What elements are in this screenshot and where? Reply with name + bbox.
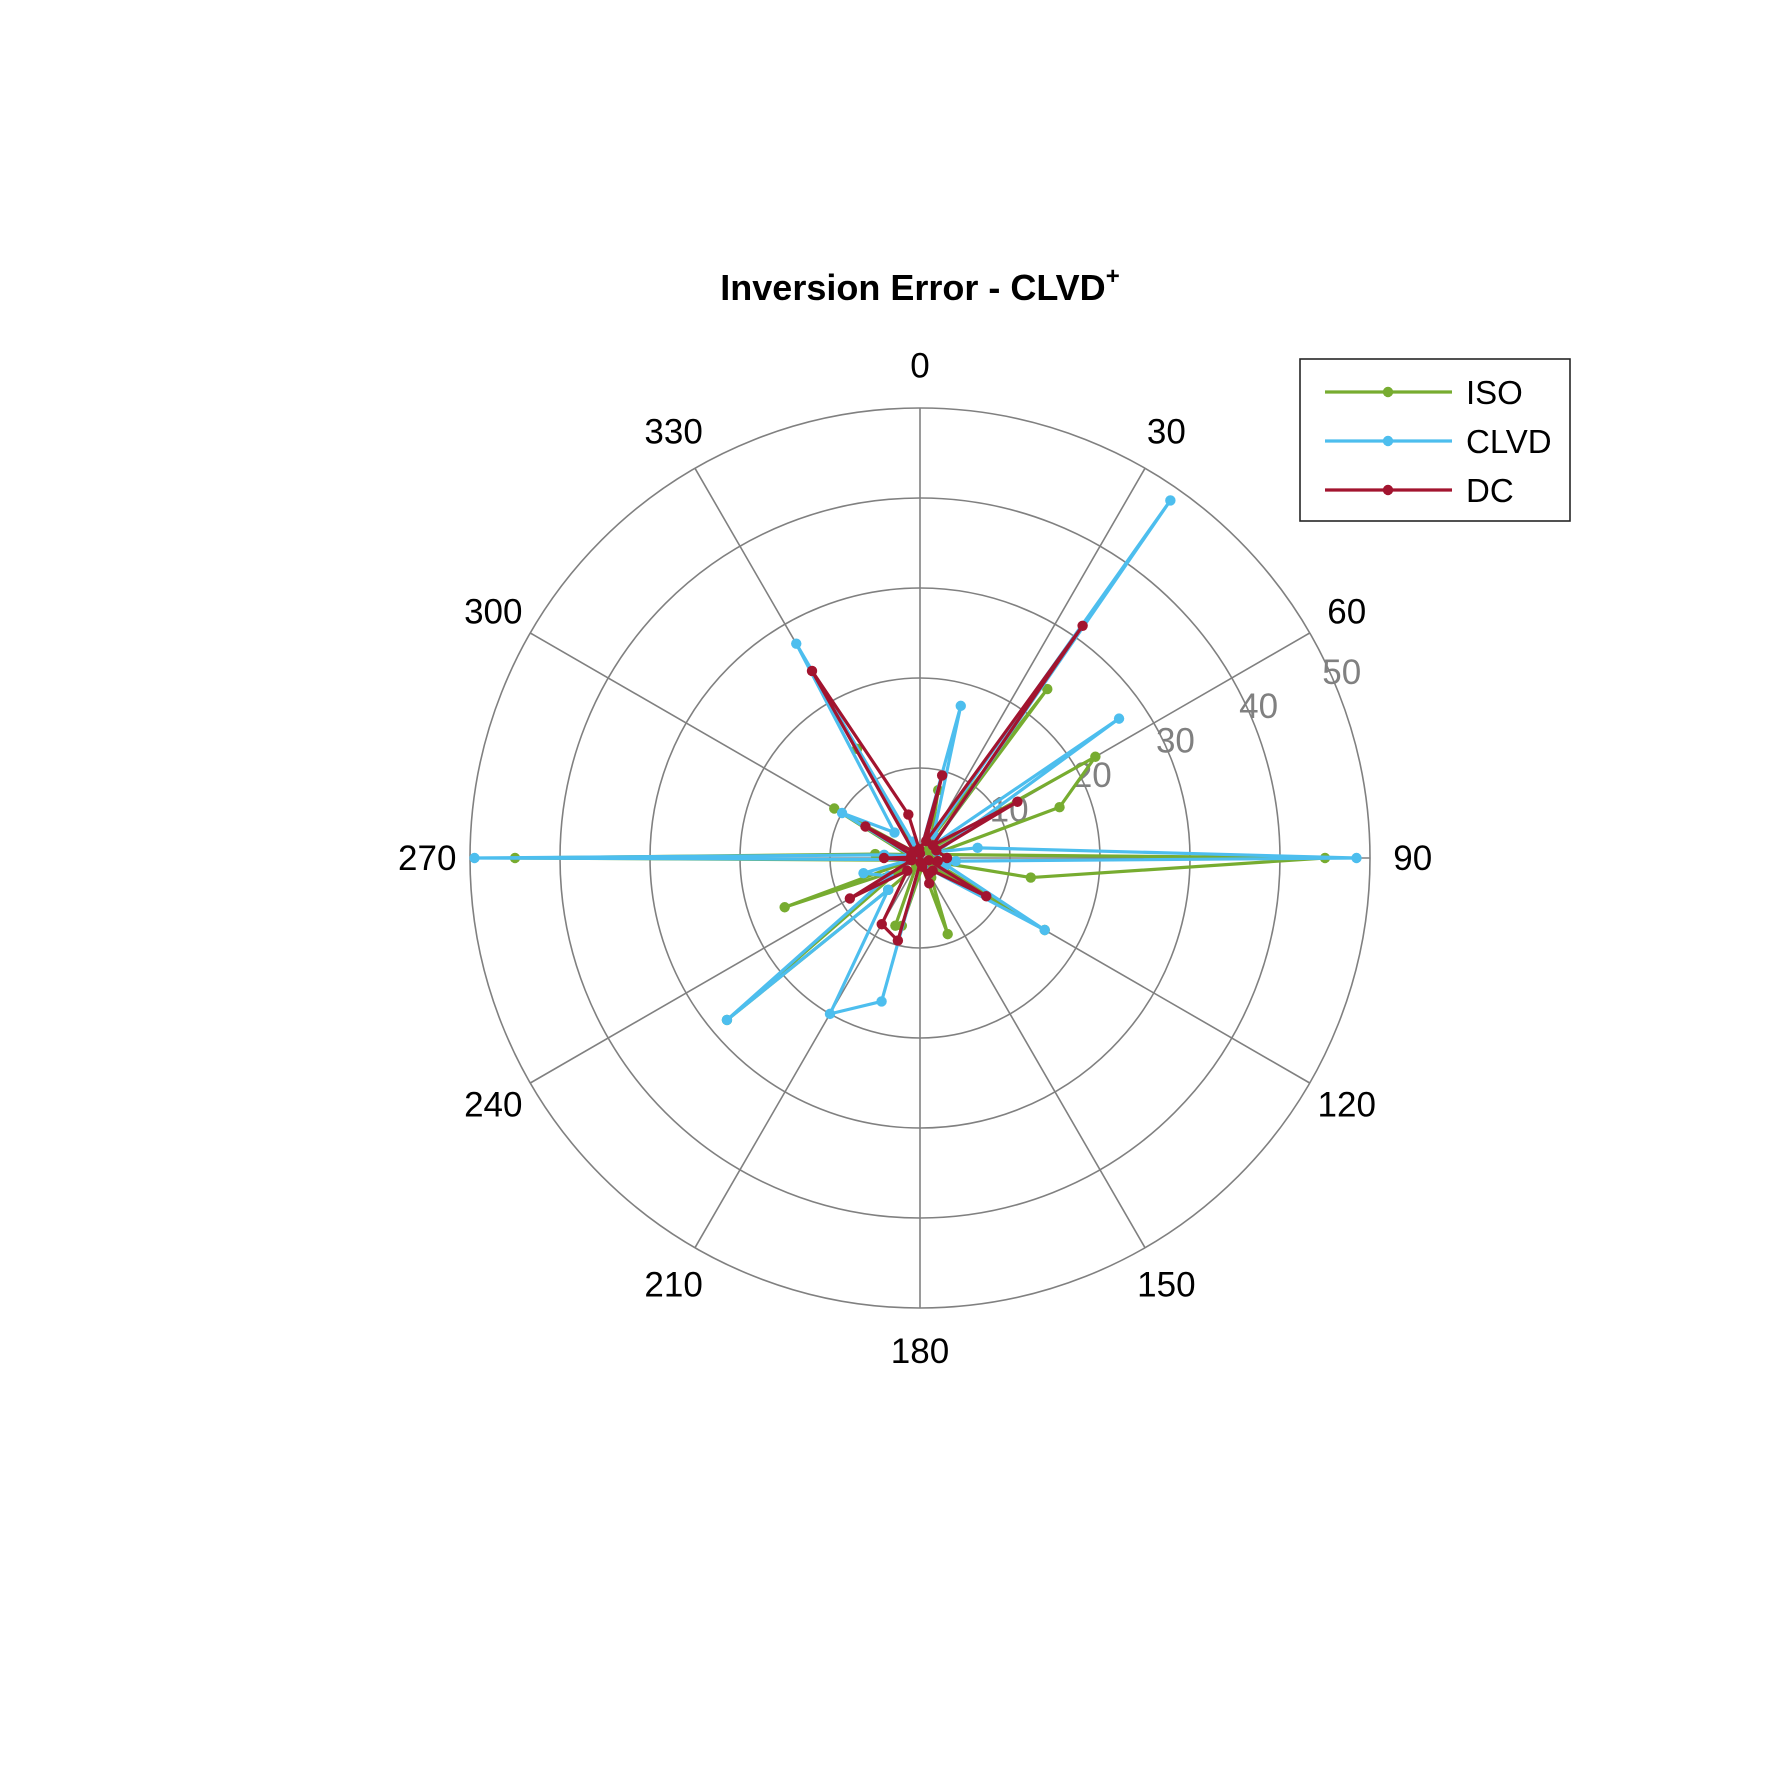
data-point-clvd-21 [858,867,869,879]
data-point-clvd-16 [876,996,887,1007]
data-point-clvd-23 [469,852,480,864]
data-point-clvd-17 [824,1008,836,1020]
legend-label-iso: ISO [1466,374,1523,411]
theta-tick-label-0: 0 [910,346,929,385]
legend-entry-dc: DC [1325,472,1514,509]
data-point-dc-1 [936,770,948,781]
data-point-clvd-26 [836,807,848,819]
theta-tick-label-300: 300 [464,593,522,632]
data-point-clvd-7 [972,842,983,854]
data-point-clvd-8 [1351,852,1362,864]
theta-tick-label-210: 210 [644,1266,702,1305]
data-point-iso-5 [1090,751,1101,762]
data-point-dc-9 [923,855,934,866]
data-point-iso-17 [890,920,901,931]
data-point-dc-12 [923,868,935,879]
data-point-iso-14 [942,928,953,940]
data-point-dc-19 [844,893,856,904]
data-point-dc-5 [1012,796,1023,807]
data-point-dc-8 [932,855,943,867]
chart-title: Inversion Error - CLVD+ [720,263,1119,308]
data-point-clvd-1 [955,700,966,712]
legend-marker-dc [1382,484,1394,496]
r-tick-label-40: 40 [1239,687,1278,726]
data-point-dc-6 [931,845,942,856]
data-point-clvd-27 [889,827,900,838]
data-point-clvd-3 [1165,495,1176,506]
legend-entry-iso: ISO [1325,374,1523,411]
legend-label-clvd: CLVD [1466,423,1552,460]
legend-marker-clvd [1382,435,1394,447]
data-point-dc-21 [878,852,890,864]
data-series [469,495,1362,1026]
legend-marker-iso [1382,386,1394,398]
data-point-dc-26 [806,665,818,677]
data-point-dc-3 [1077,620,1088,631]
legend-label-dc: DC [1466,472,1514,509]
data-point-dc-18 [902,865,913,876]
data-point-dc-27 [903,809,914,820]
data-point-clvd-11 [1039,924,1050,936]
series-dc [806,620,1088,946]
data-point-clvd-19 [721,1014,733,1026]
data-point-dc-16 [892,935,904,946]
legend: ISO CLVD DC [1299,358,1571,522]
data-point-dc-28 [914,843,925,855]
data-point-clvd-9 [950,855,962,867]
data-point-dc-15 [915,857,926,868]
legend-entry-clvd: CLVD [1325,423,1552,460]
data-point-clvd-28 [791,638,802,649]
chart-title-main: Inversion Error - CLVD [720,267,1105,308]
theta-tick-label-330: 330 [644,412,702,451]
theta-tick-label-30: 30 [1147,412,1186,451]
theta-gridline-30 [919,467,1146,859]
theta-tick-label-120: 120 [1318,1085,1376,1124]
data-point-clvd-5 [1113,713,1125,724]
data-point-dc-10 [981,891,992,902]
theta-gridline-150 [919,857,1146,1249]
theta-tick-label-150: 150 [1137,1266,1195,1305]
theta-tick-label-60: 60 [1327,593,1366,632]
theta-tick-label-180: 180 [891,1332,949,1371]
theta-tick-labels: 0 30 60 90 120 150 180 210 240 270 300 330 [398,346,1432,1371]
data-point-iso-6 [1054,802,1065,813]
data-point-clvd-18 [882,884,894,896]
r-tick-label-30: 30 [1156,722,1195,761]
r-tick-label-50: 50 [1322,653,1361,692]
data-point-dc-24 [860,821,871,832]
data-point-dc-7 [941,852,953,864]
theta-tick-label-270: 270 [398,839,456,878]
data-point-iso-22 [779,902,790,913]
data-point-iso-27 [829,803,840,814]
data-point-iso-9 [1025,872,1036,883]
chart-title-superscript: + [1106,263,1120,290]
data-point-dc-17 [876,919,887,930]
theta-tick-label-90: 90 [1393,839,1432,878]
theta-tick-label-240: 240 [464,1085,522,1124]
data-point-dc-13 [924,878,935,889]
data-point-iso-3 [1042,683,1053,695]
